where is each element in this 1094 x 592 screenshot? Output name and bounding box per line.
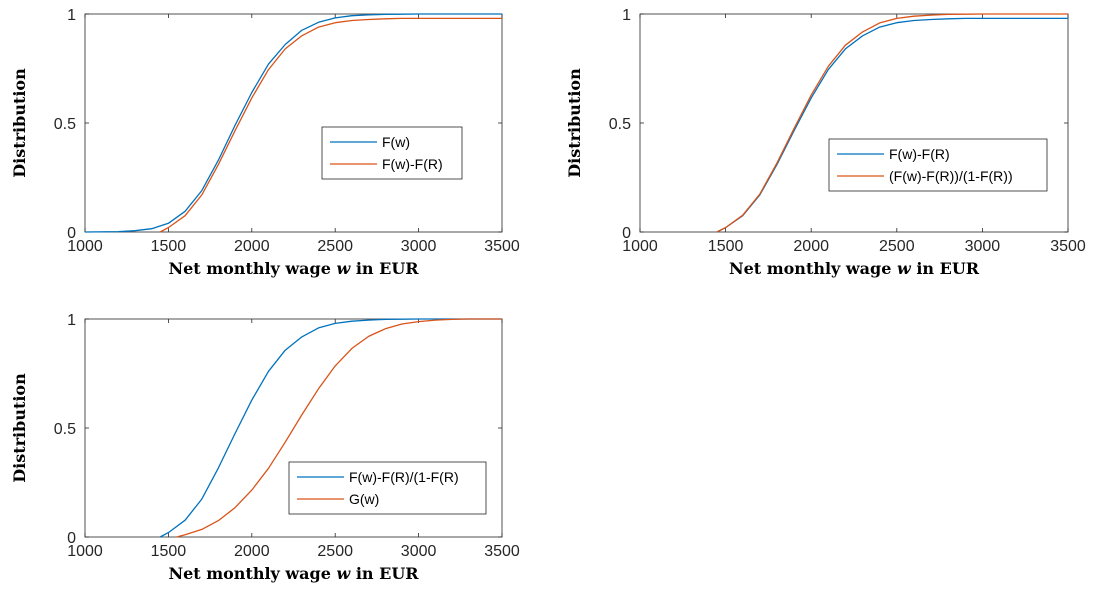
y-axis-label: Distribution: [565, 68, 584, 178]
legend-label-2: G(w): [349, 491, 379, 507]
legend-label-1: F(w): [382, 134, 410, 150]
y-tick-label: 1: [622, 7, 631, 24]
plot-area: [639, 13, 1069, 233]
subplot-3: 1000 1500 2000 2500 3000 3500 0 0.5 1 Net monthly…: [10, 312, 520, 583]
y-tick-label: 1: [67, 7, 76, 24]
legend-box: [288, 461, 487, 515]
y-axis-label: Distribution: [10, 373, 29, 483]
x-tick-label: 1500: [151, 543, 187, 560]
x-tick-label: 3500: [484, 238, 520, 255]
legend-label-2: (F(w)-F(R))/(1-F(R)): [889, 168, 1013, 184]
legend-label-1: F(w)-F(R): [889, 146, 950, 162]
y-tick-label: 0: [67, 530, 76, 547]
series-line-1: [84, 13, 502, 233]
x-tick-label: 1500: [708, 238, 744, 255]
legend: F(w) F(w)-F(R): [321, 126, 463, 180]
x-tick-label: 1000: [622, 238, 658, 255]
x-axis-label: Net monthly wage w in EUR: [168, 564, 419, 583]
series-line-1: [159, 318, 502, 538]
y-tick-label: 0.5: [54, 421, 76, 438]
x-tick-label: 3000: [401, 238, 437, 255]
x-tick-label: 2000: [793, 238, 829, 255]
x-tick-label: 2500: [317, 543, 353, 560]
x-tick-label: 1500: [151, 238, 187, 255]
series-line-2: [176, 318, 502, 538]
y-tick-label: 0.5: [609, 116, 631, 133]
y-tick-label: 1: [67, 312, 76, 329]
legend-box: [321, 126, 463, 180]
series-line-2: [716, 13, 1068, 233]
x-axis-label: Net monthly wage w in EUR: [729, 259, 980, 278]
y-tick-label: 0.5: [54, 116, 76, 133]
subplot-2: 1000 1500 2000 2500 3000 3500 0 0.5 1 Net monthly…: [565, 7, 1086, 278]
x-tick-label: 3000: [965, 238, 1001, 255]
series-line-2: [159, 17, 502, 233]
x-tick-label: 2500: [317, 238, 353, 255]
legend: F(w)-F(R)/(1-F(R) G(w): [288, 461, 487, 515]
x-tick-label: 3500: [1050, 238, 1086, 255]
x-tick-label: 3500: [484, 543, 520, 560]
legend: F(w)-F(R) (F(w)-F(R))/(1-F(R)): [828, 138, 1048, 192]
subplot-1: 1000 1500 2000 2500 3000 3500 0 0.5 1 Net monthly…: [10, 7, 520, 278]
y-axis-label: Distribution: [10, 68, 29, 178]
x-tick-label: 1000: [67, 543, 103, 560]
x-tick-label: 2000: [234, 238, 270, 255]
x-axis-label: Net monthly wage w in EUR: [168, 259, 419, 278]
plot-area: [84, 13, 503, 233]
x-tick-label: 1000: [67, 238, 103, 255]
legend-box: [828, 138, 1048, 192]
x-tick-label: 3000: [401, 543, 437, 560]
y-tick-label: 0: [622, 225, 631, 242]
x-tick-label: 2500: [879, 238, 915, 255]
legend-label-1: F(w)-F(R)/(1-F(R): [349, 469, 459, 485]
x-tick-label: 2000: [234, 543, 270, 560]
y-tick-label: 0: [67, 225, 76, 242]
legend-label-2: F(w)-F(R): [382, 156, 443, 172]
